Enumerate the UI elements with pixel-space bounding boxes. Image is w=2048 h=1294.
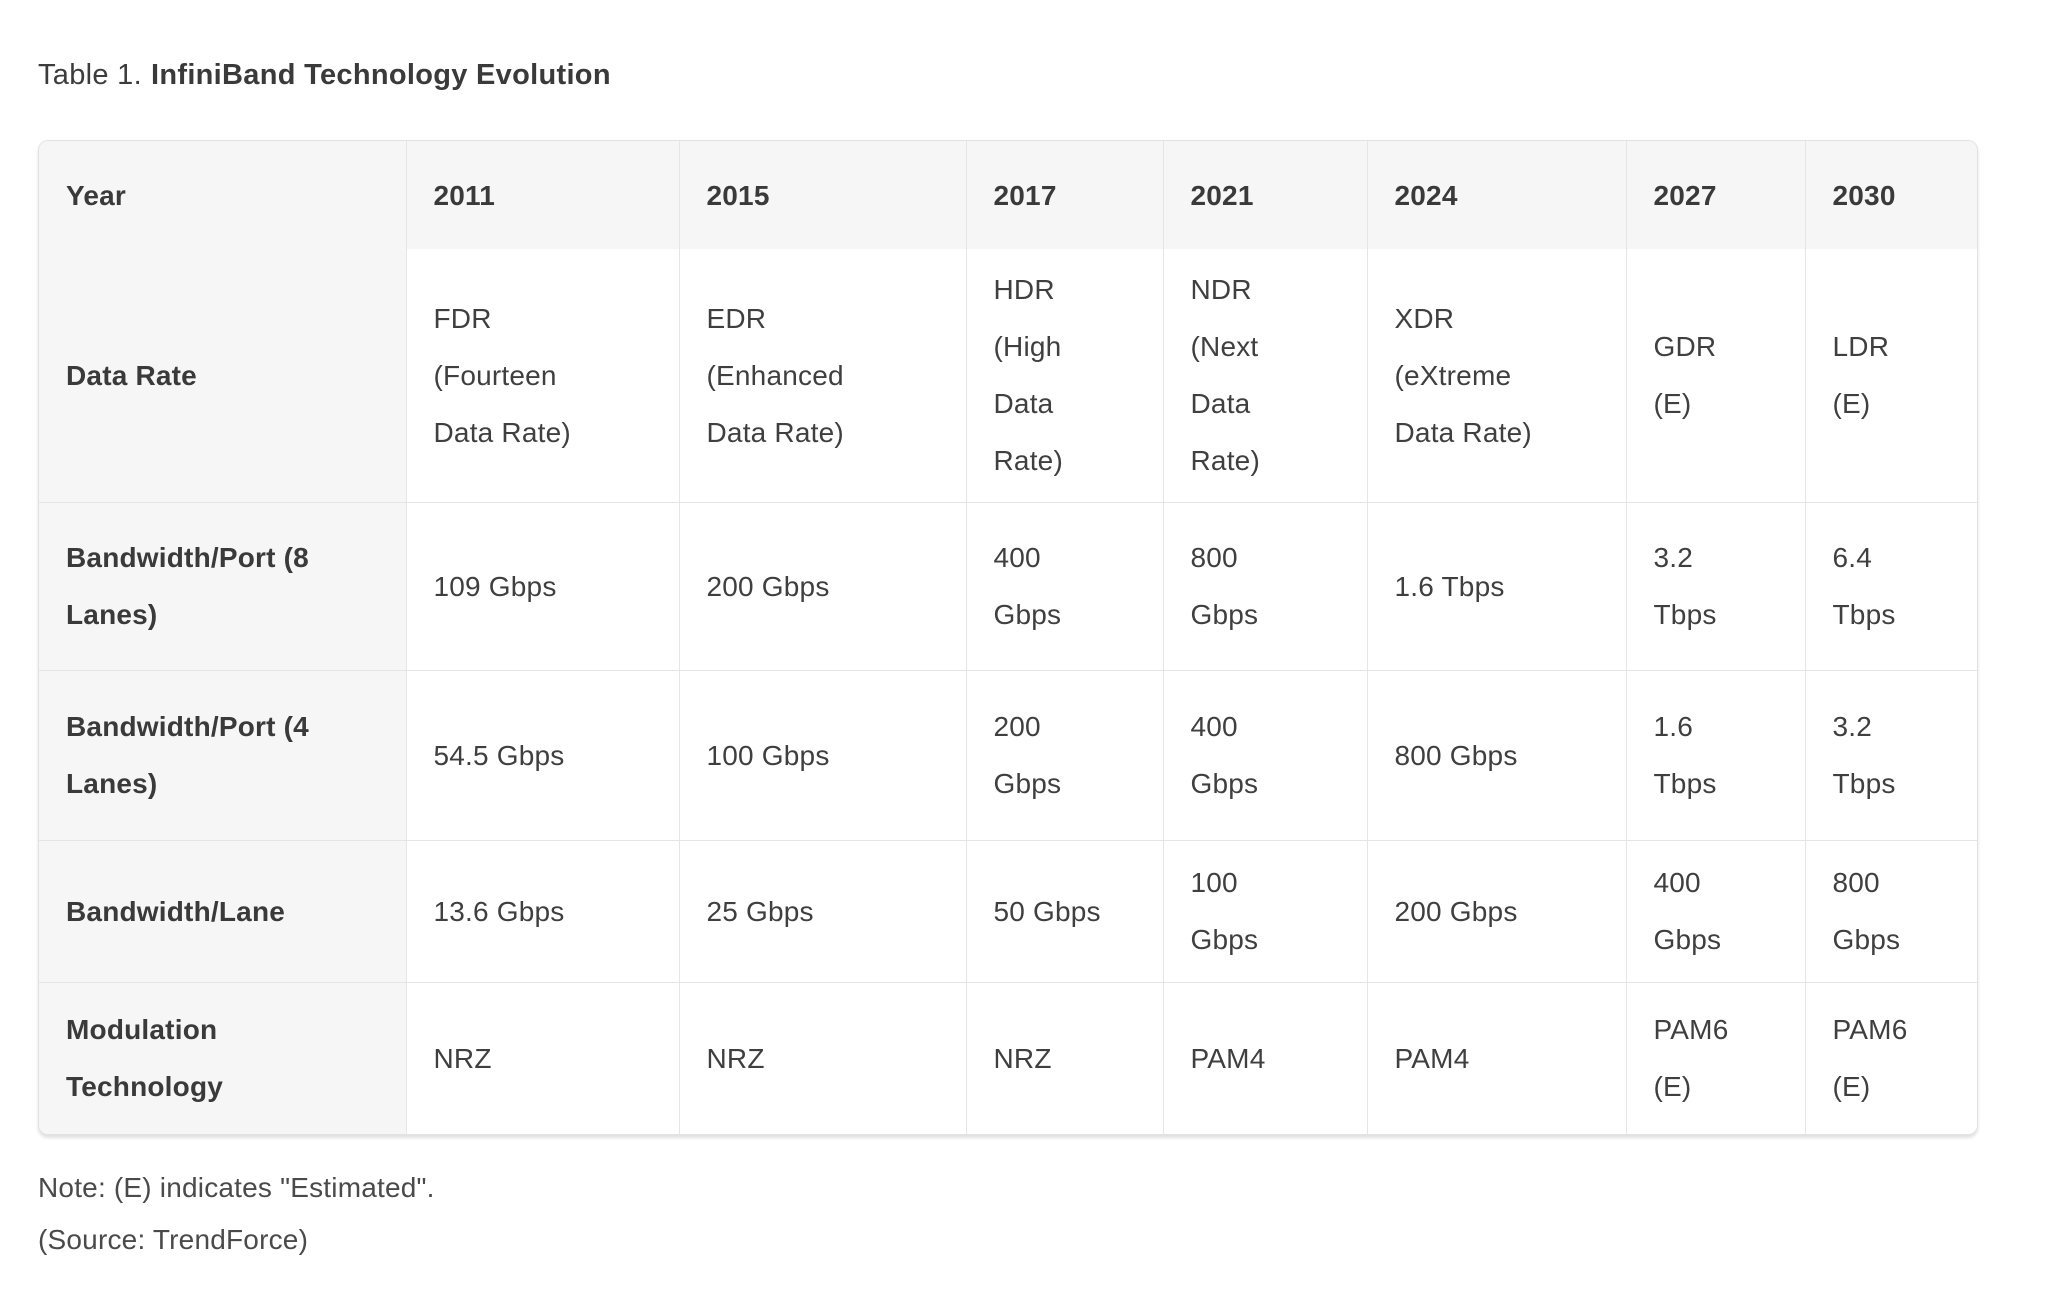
table-cell: 400 Gbps	[1163, 670, 1368, 841]
header-cell-2021: 2021	[1163, 141, 1368, 249]
table-cell: 400 Gbps	[1626, 840, 1806, 983]
table-cell: 800 Gbps	[1805, 840, 1977, 983]
table-row-bandwidth-lane: Bandwidth/Lane 13.6 Gbps 25 Gbps 50 Gbps…	[39, 840, 1977, 983]
table-cell: 3.2 Tbps	[1805, 670, 1977, 841]
table-cell: 100 Gbps	[679, 670, 967, 841]
table-cell: FDR (Fourteen Data Rate)	[406, 249, 680, 503]
table-cell: PAM4	[1367, 982, 1627, 1134]
header-cell-2015: 2015	[679, 141, 967, 249]
table-footnotes: Note: (E) indicates "Estimated". (Source…	[38, 1162, 2010, 1266]
table-cell: 200 Gbps	[966, 670, 1164, 841]
table-cell: 400 Gbps	[966, 502, 1164, 671]
table-cell: 6.4 Tbps	[1805, 502, 1977, 671]
header-cell-year: Year	[39, 141, 407, 249]
note-source: (Source: TrendForce)	[38, 1224, 309, 1255]
table-cell: GDR (E)	[1626, 249, 1806, 503]
table-cell: PAM6 (E)	[1626, 982, 1806, 1134]
table-row-modulation-technology: Modulation Technology NRZ NRZ NRZ PAM4 P…	[39, 982, 1977, 1134]
header-cell-2011: 2011	[406, 141, 680, 249]
table-cell: 1.6 Tbps	[1626, 670, 1806, 841]
table-cell: XDR (eXtreme Data Rate)	[1367, 249, 1627, 503]
table-cell: 100 Gbps	[1163, 840, 1368, 983]
table-title-text: InfiniBand Technology Evolution	[150, 59, 611, 91]
table-cell: 54.5 Gbps	[406, 670, 680, 841]
header-cell-2030: 2030	[1805, 141, 1977, 249]
table-cell: 109 Gbps	[406, 502, 680, 671]
infiniband-evolution-table: Year 2011 2015 2017 2021 2024 2027 2030 …	[39, 141, 1977, 1134]
header-cell-2017: 2017	[966, 141, 1164, 249]
row-label-bandwidth-port-4-lanes: Bandwidth/Port (4 Lanes)	[39, 670, 407, 841]
table-cell: 800 Gbps	[1367, 670, 1627, 841]
row-label-bandwidth-lane: Bandwidth/Lane	[39, 840, 407, 983]
table-cell: 800 Gbps	[1163, 502, 1368, 671]
table-cell: LDR (E)	[1805, 249, 1977, 503]
table-cell: NRZ	[679, 982, 967, 1134]
table-row-data-rate: Data Rate FDR (Fourteen Data Rate) EDR (…	[39, 249, 1977, 503]
table-cell: 50 Gbps	[966, 840, 1164, 983]
table-cell: 1.6 Tbps	[1367, 502, 1627, 671]
table-title: Table 1. InfiniBand Technology Evolution	[38, 57, 2010, 93]
table-row-bandwidth-port-8-lanes: Bandwidth/Port (8 Lanes) 109 Gbps 200 Gb…	[39, 502, 1977, 671]
table-header-row: Year 2011 2015 2017 2021 2024 2027 2030	[39, 141, 1977, 249]
table-container: Year 2011 2015 2017 2021 2024 2027 2030 …	[38, 140, 1978, 1135]
table-row-bandwidth-port-4-lanes: Bandwidth/Port (4 Lanes) 54.5 Gbps 100 G…	[39, 670, 1977, 841]
row-label-modulation-technology: Modulation Technology	[39, 982, 407, 1134]
table-cell: PAM4	[1163, 982, 1368, 1134]
header-cell-2027: 2027	[1626, 141, 1806, 249]
row-label-data-rate: Data Rate	[39, 249, 407, 503]
table-cell: 25 Gbps	[679, 840, 967, 983]
table-cell: HDR (High Data Rate)	[966, 249, 1164, 503]
header-cell-2024: 2024	[1367, 141, 1627, 249]
row-label-bandwidth-port-8-lanes: Bandwidth/Port (8 Lanes)	[39, 502, 407, 671]
table-title-prefix: Table 1.	[38, 59, 142, 91]
table-cell: 200 Gbps	[1367, 840, 1627, 983]
table-cell: NDR (Next Data Rate)	[1163, 249, 1368, 503]
table-cell: NRZ	[406, 982, 680, 1134]
table-cell: NRZ	[966, 982, 1164, 1134]
note-estimated: Note: (E) indicates "Estimated".	[38, 1172, 435, 1203]
table-cell: EDR (Enhanced Data Rate)	[679, 249, 967, 503]
table-cell: 200 Gbps	[679, 502, 967, 671]
table-cell: 3.2 Tbps	[1626, 502, 1806, 671]
table-cell: 13.6 Gbps	[406, 840, 680, 983]
table-cell: PAM6 (E)	[1805, 982, 1977, 1134]
